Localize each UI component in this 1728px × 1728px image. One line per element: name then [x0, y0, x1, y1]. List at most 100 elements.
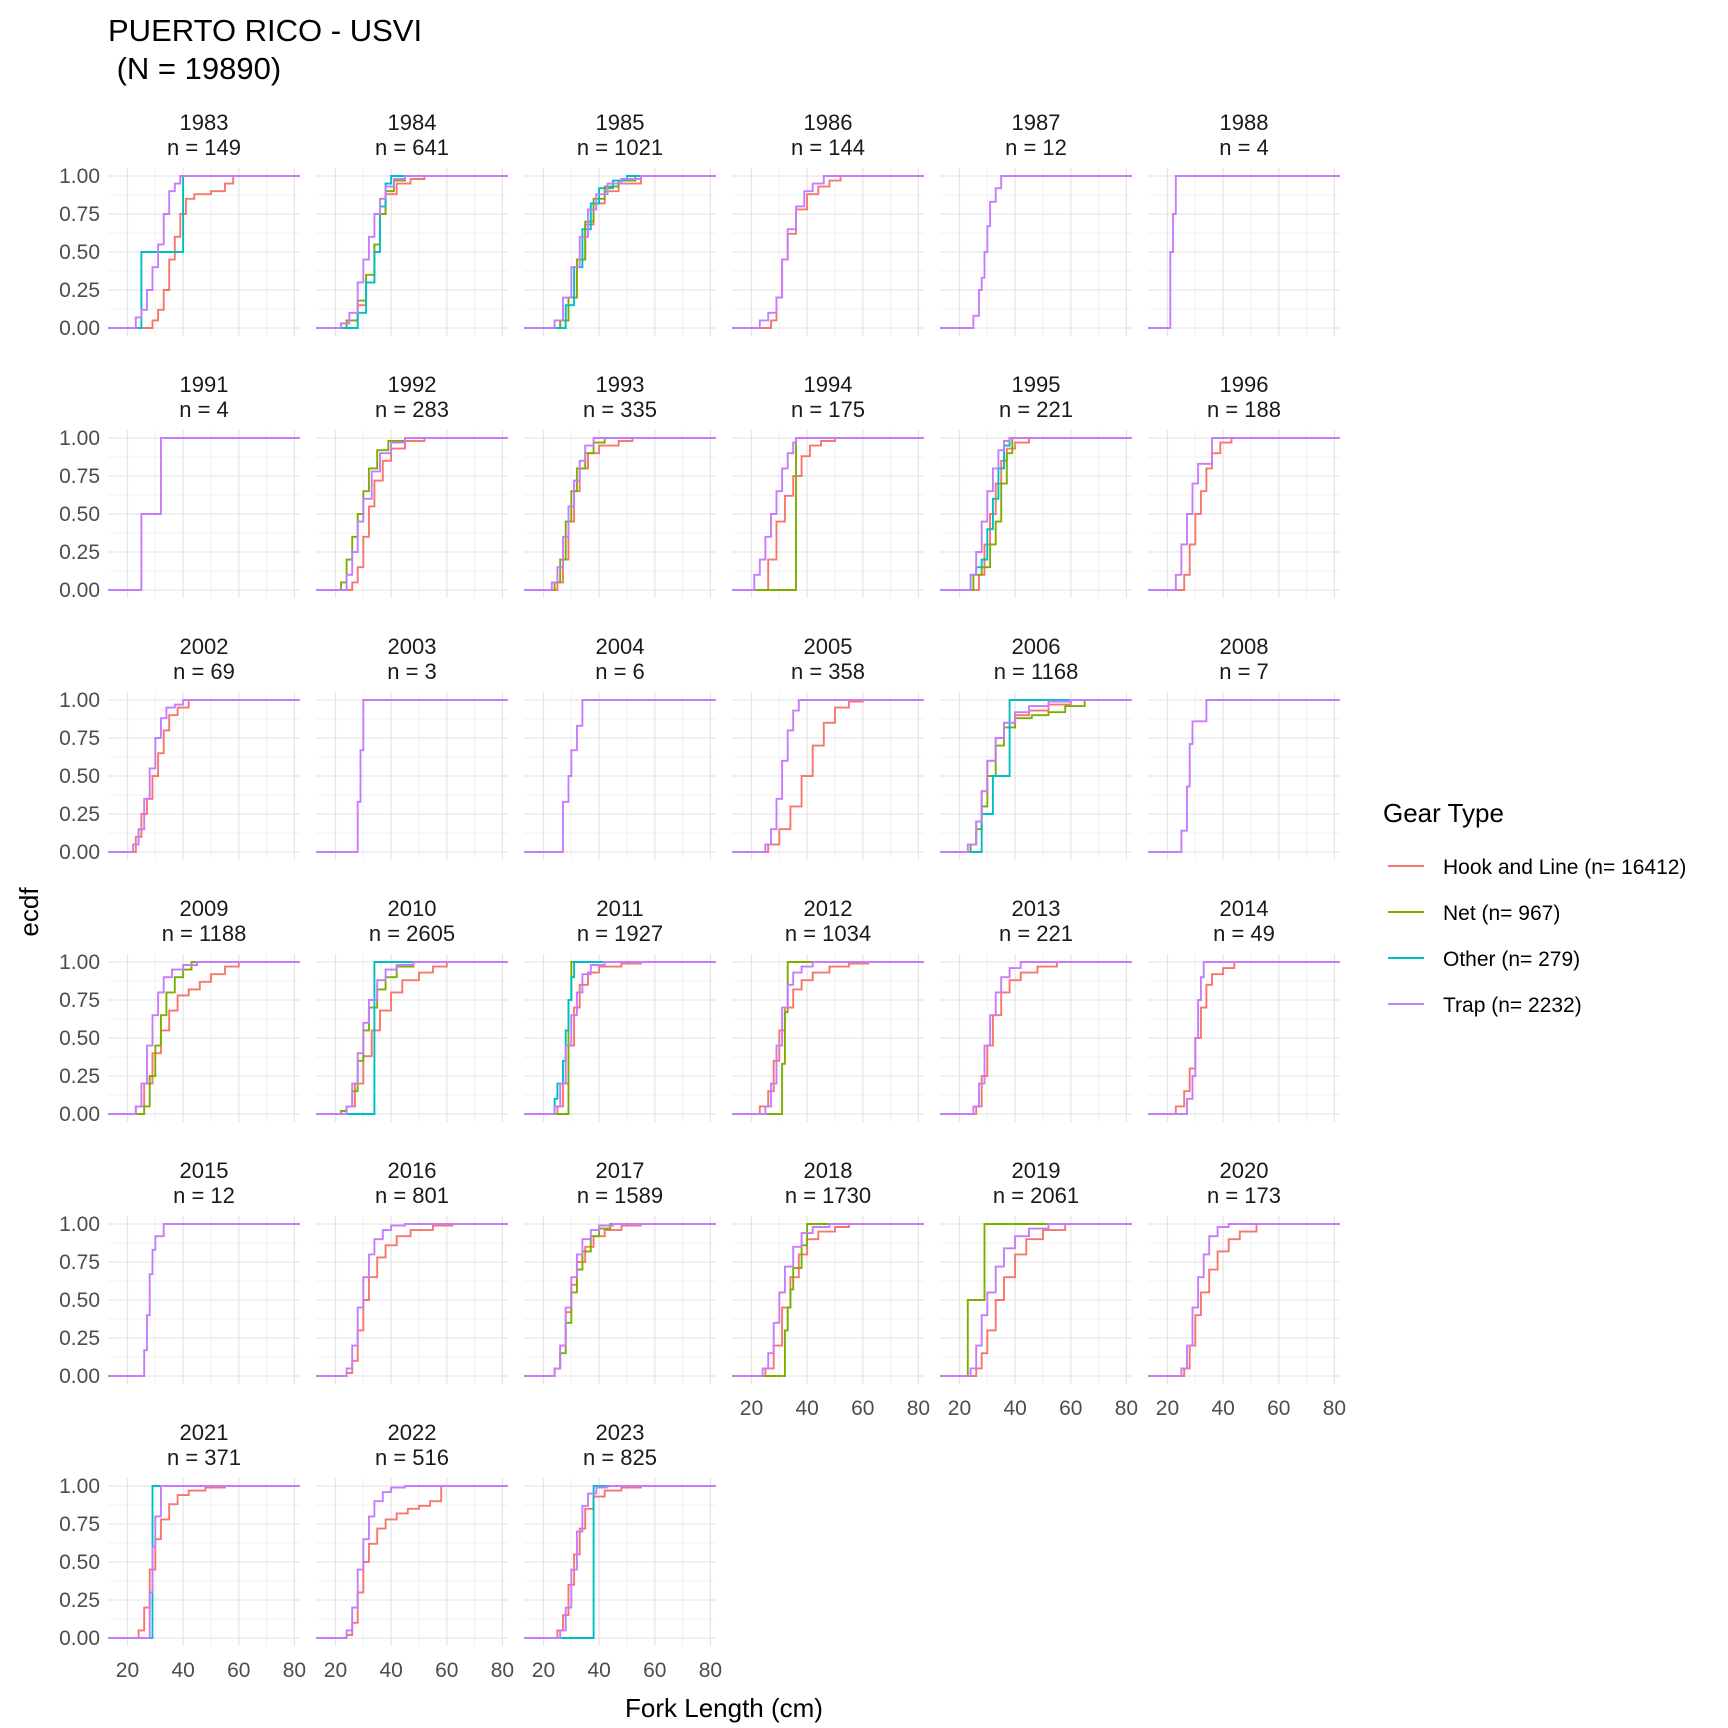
- x-tick-label: 20: [116, 1659, 139, 1682]
- facet-n-label: n = 358: [791, 659, 865, 684]
- y-tick-label: 0.00: [59, 841, 100, 864]
- ecdf-line-hook: [316, 1223, 508, 1377]
- ecdf-line-trap: [732, 175, 924, 329]
- facet-n-label: n = 1168: [994, 659, 1079, 684]
- x-tick-label: 80: [1115, 1397, 1138, 1420]
- x-tick-label: 60: [1267, 1397, 1290, 1420]
- facet-year-label: 1983: [180, 110, 229, 135]
- facet-year-label: 2009: [180, 896, 229, 921]
- facet-year-label: 1987: [1012, 110, 1061, 135]
- ecdf-line-hook: [1148, 437, 1340, 591]
- facet-n-label: n = 641: [375, 135, 449, 160]
- facet-year-label: 2021: [180, 1420, 229, 1445]
- facet-n-label: n = 335: [583, 397, 657, 422]
- ecdf-line-trap: [316, 1223, 508, 1377]
- ecdf-line-other: [316, 175, 508, 329]
- facet-n-label: n = 371: [167, 1445, 241, 1470]
- x-tick-label: 80: [1323, 1397, 1346, 1420]
- facet-year-label: 1995: [1012, 372, 1061, 397]
- x-tick-label: 40: [795, 1397, 818, 1420]
- facet-n-label: n = 173: [1207, 1183, 1281, 1208]
- ecdf-line-trap: [940, 437, 1132, 591]
- y-tick-label: 0.00: [59, 579, 100, 602]
- facet-year-label: 2020: [1220, 1158, 1269, 1183]
- facet-year-label: 2023: [596, 1420, 645, 1445]
- y-axis-title: ecdf: [14, 887, 44, 937]
- y-tick-label: 0.50: [59, 1551, 100, 1574]
- ecdf-line-trap: [524, 699, 716, 853]
- facet-year-label: 2011: [596, 896, 643, 921]
- chart-title: PUERTO RICO - USVI (N = 19890): [108, 13, 423, 86]
- y-tick-label: 0.75: [59, 465, 100, 488]
- y-tick-label: 1.00: [59, 1475, 100, 1498]
- x-tick-label: 60: [851, 1397, 874, 1420]
- y-tick-label: 0.75: [59, 203, 100, 226]
- y-tick-label: 0.25: [59, 1589, 100, 1612]
- y-tick-label: 1.00: [59, 689, 100, 712]
- legend-label-hook: Hook and Line (n= 16412): [1443, 856, 1686, 879]
- ecdf-line-other: [524, 175, 716, 329]
- ecdf-line-trap: [316, 437, 508, 591]
- facet-year-label: 1991: [180, 372, 229, 397]
- ecdf-line-trap: [732, 699, 924, 853]
- facet-n-label: n = 188: [1207, 397, 1281, 422]
- ecdf-line-trap: [524, 175, 716, 329]
- ecdf-line-trap: [316, 1485, 508, 1639]
- facet-year-label: 2003: [388, 634, 437, 659]
- facet-n-label: n = 1188: [162, 921, 247, 946]
- x-tick-label: 20: [740, 1397, 763, 1420]
- facet-n-label: n = 1730: [785, 1183, 871, 1208]
- ecdf-line-trap: [1148, 175, 1340, 329]
- facet-n-label: n = 69: [173, 659, 235, 684]
- facet-n-label: n = 7: [1219, 659, 1269, 684]
- facet-n-label: n = 4: [179, 397, 229, 422]
- facet-n-label: n = 6: [595, 659, 645, 684]
- legend-label-other: Other (n= 279): [1443, 948, 1580, 971]
- facet-year-label: 2014: [1220, 896, 1269, 921]
- x-axis-title: Fork Length (cm): [625, 1693, 823, 1723]
- x-tick-label: 40: [171, 1659, 194, 1682]
- ecdf-line-trap: [940, 699, 1132, 853]
- facet-year-label: 2016: [388, 1158, 437, 1183]
- facet-year-label: 1993: [596, 372, 645, 397]
- facet-n-label: n = 149: [167, 135, 241, 160]
- y-tick-label: 0.50: [59, 1027, 100, 1050]
- facet-year-label: 2002: [180, 634, 229, 659]
- facet-year-label: 2018: [804, 1158, 853, 1183]
- ecdf-line-trap: [108, 699, 300, 853]
- facet-year-label: 1996: [1220, 372, 1269, 397]
- x-tick-label: 60: [1059, 1397, 1082, 1420]
- facet-year-label: 1992: [388, 372, 437, 397]
- x-tick-label: 80: [699, 1659, 722, 1682]
- ecdf-line-hook: [732, 437, 924, 591]
- ecdf-line-hook: [108, 175, 300, 329]
- ecdf-line-trap: [940, 1223, 1132, 1377]
- ecdf-line-trap: [1148, 699, 1340, 853]
- x-tick-label: 40: [1003, 1397, 1026, 1420]
- facet-year-label: 2004: [596, 634, 645, 659]
- ecdf-line-trap: [940, 175, 1132, 329]
- y-tick-label: 0.25: [59, 1327, 100, 1350]
- ecdf-line-trap: [108, 437, 300, 591]
- ecdf-line-net: [732, 1223, 924, 1377]
- x-tick-label: 60: [227, 1659, 250, 1682]
- y-tick-label: 0.25: [59, 541, 100, 564]
- x-tick-label: 20: [1156, 1397, 1179, 1420]
- ecdf-line-trap: [524, 1223, 716, 1377]
- facet-n-label: n = 175: [791, 397, 865, 422]
- ecdf-line-hook: [108, 1485, 300, 1639]
- facet-year-label: 2019: [1012, 1158, 1061, 1183]
- facet-n-label: n = 3: [387, 659, 437, 684]
- y-tick-label: 0.75: [59, 1513, 100, 1536]
- legend-label-trap: Trap (n= 2232): [1443, 994, 1582, 1017]
- facet-n-label: n = 221: [999, 921, 1073, 946]
- ecdf-line-trap: [524, 1485, 716, 1639]
- y-tick-label: 1.00: [59, 951, 100, 974]
- y-tick-label: 1.00: [59, 165, 100, 188]
- facet-year-label: 2010: [388, 896, 437, 921]
- ecdf-line-trap: [108, 175, 300, 329]
- ecdf-line-hook: [732, 175, 924, 329]
- y-tick-label: 0.75: [59, 727, 100, 750]
- x-tick-label: 40: [587, 1659, 610, 1682]
